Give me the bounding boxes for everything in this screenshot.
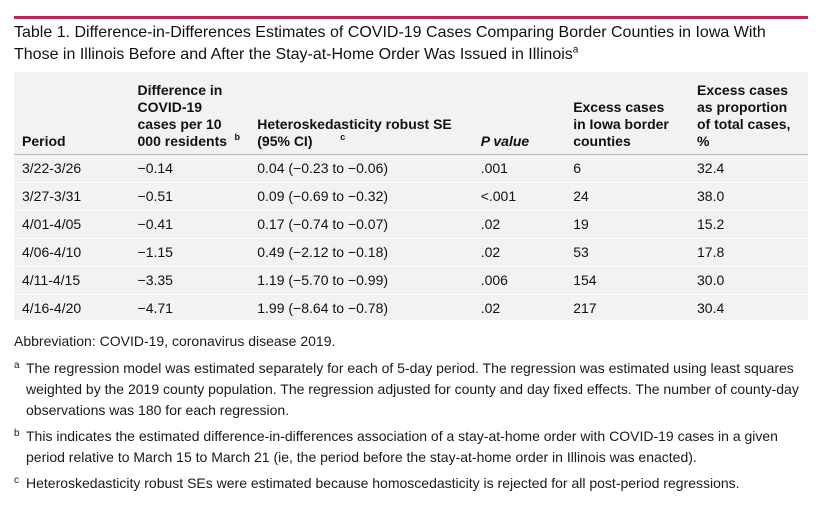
cell-difference: −3.35 <box>131 266 252 295</box>
table-row: 3/27-3/31 −0.51 0.09 (−0.69 to −0.32) <.… <box>14 182 808 211</box>
cell-robust-se: 0.17 (−0.74 to −0.07) <box>251 210 475 239</box>
cell-excess-proportion: 17.8 <box>691 238 808 267</box>
cell-robust-se: 0.09 (−0.69 to −0.32) <box>251 182 475 211</box>
table-caption: Table 1. Difference-in-Differences Estim… <box>14 22 814 66</box>
cell-difference: −4.71 <box>137 300 173 316</box>
table-row: 4/01-4/05 −0.41 0.17 (−0.74 to −0.07) .0… <box>14 210 808 239</box>
cell-difference: −0.14 <box>131 154 252 183</box>
data-table: Period Difference in COVID-19 cases per … <box>14 72 808 322</box>
cell-excess-cases: 154 <box>567 266 691 295</box>
cell-p-value: <.001 <box>474 182 568 211</box>
footnote-text: This indicates the estimated difference-… <box>26 428 778 465</box>
cell-difference: −0.41 <box>131 210 252 239</box>
table-row: 3/22-3/26 −0.14 0.04 (−0.23 to −0.06) .0… <box>14 154 808 183</box>
cell-period: 4/11-4/15 <box>14 266 132 295</box>
cell-p-value: .02 <box>474 238 568 267</box>
cell-robust-se: 1.99 (−8.64 to −0.78) <box>257 300 389 316</box>
cell-period: 4/16-4/20 <box>22 300 82 316</box>
caption-footnote-mark: a <box>572 44 579 56</box>
table-row: 4/06-4/10 −1.15 0.49 (−2.12 to −0.18) .0… <box>14 238 808 267</box>
cell-excess-cases: 217 <box>573 300 597 316</box>
cell-period: 3/22-3/26 <box>14 154 132 183</box>
cell-p-value: .02 <box>480 300 501 316</box>
table-body: 3/22-3/26 −0.14 0.04 (−0.23 to −0.06) .0… <box>14 154 808 323</box>
cell-excess-cases: 19 <box>567 210 691 239</box>
cell-excess-proportion: 30.4 <box>697 300 725 316</box>
cell-difference: −1.15 <box>131 238 252 267</box>
cell-excess-cases: 24 <box>567 182 691 211</box>
header-robust-se: Heteroskedasticity robust SE (95% CI) c <box>251 72 475 155</box>
cell-excess-cases: 53 <box>567 238 691 267</box>
footnote-mark: b <box>14 428 20 439</box>
header-p-value: P value <box>474 72 568 155</box>
table-notes: Abbreviation: COVID-19, coronavirus dise… <box>14 331 814 499</box>
footnote-text: Heteroskedasticity robust SEs were estim… <box>26 475 740 491</box>
table-header-row: Period Difference in COVID-19 cases per … <box>14 72 808 155</box>
footnote-c: c Heteroskedasticity robust SEs were est… <box>14 473 814 494</box>
cell-robust-se: 0.04 (−0.23 to −0.06) <box>251 154 475 183</box>
table-row: 4/11-4/15 −3.35 1.19 (−5.70 to −0.99) .0… <box>14 266 808 295</box>
cell-p-value: .001 <box>474 154 568 183</box>
table-row: 4/16-4/20 −4.71 1.99 (−8.64 to −0.78) .0… <box>14 295 808 323</box>
footnote-text: The regression model was estimated separ… <box>26 360 799 418</box>
header-difference: Difference in COVID-19 cases per 10 000 … <box>131 72 252 155</box>
cell-p-value: .006 <box>474 266 568 295</box>
cell-excess-cases: 6 <box>567 154 691 183</box>
footnote-mark: c <box>14 475 19 486</box>
data-table-container: Period Difference in COVID-19 cases per … <box>14 72 808 320</box>
footnote-mark: a <box>14 360 20 371</box>
top-accent-rule <box>14 16 808 19</box>
cell-period: 4/01-4/05 <box>14 210 132 239</box>
cell-excess-proportion: 32.4 <box>691 154 808 183</box>
header-excess-cases: Excess cases in Iowa border counties <box>567 72 691 155</box>
header-excess-proportion: Excess cases as proportion of total case… <box>691 72 808 155</box>
footnote-a: a The regression model was estimated sep… <box>14 358 814 421</box>
cell-period: 4/06-4/10 <box>14 238 132 267</box>
cell-difference: −0.51 <box>131 182 252 211</box>
abbreviation-note: Abbreviation: COVID-19, coronavirus dise… <box>14 333 336 349</box>
cell-p-value: .02 <box>474 210 568 239</box>
header-period: Period <box>14 72 132 155</box>
cell-excess-proportion: 30.0 <box>691 266 808 295</box>
cell-period: 3/27-3/31 <box>14 182 132 211</box>
footnote-b: b This indicates the estimated differenc… <box>14 426 814 468</box>
cell-excess-proportion: 15.2 <box>691 210 808 239</box>
cell-robust-se: 1.19 (−5.70 to −0.99) <box>251 266 475 295</box>
cell-robust-se: 0.49 (−2.12 to −0.18) <box>251 238 475 267</box>
caption-text: Table 1. Difference-in-Differences Estim… <box>14 24 766 63</box>
cell-excess-proportion: 38.0 <box>691 182 808 211</box>
